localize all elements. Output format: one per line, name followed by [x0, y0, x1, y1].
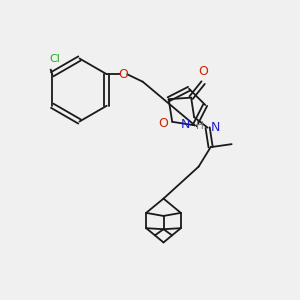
Text: H: H	[196, 121, 203, 131]
Text: N: N	[180, 118, 190, 131]
Text: N: N	[211, 121, 220, 134]
Text: O: O	[158, 117, 168, 130]
Text: O: O	[198, 65, 208, 78]
Text: Cl: Cl	[50, 54, 61, 64]
Text: O: O	[118, 68, 128, 81]
